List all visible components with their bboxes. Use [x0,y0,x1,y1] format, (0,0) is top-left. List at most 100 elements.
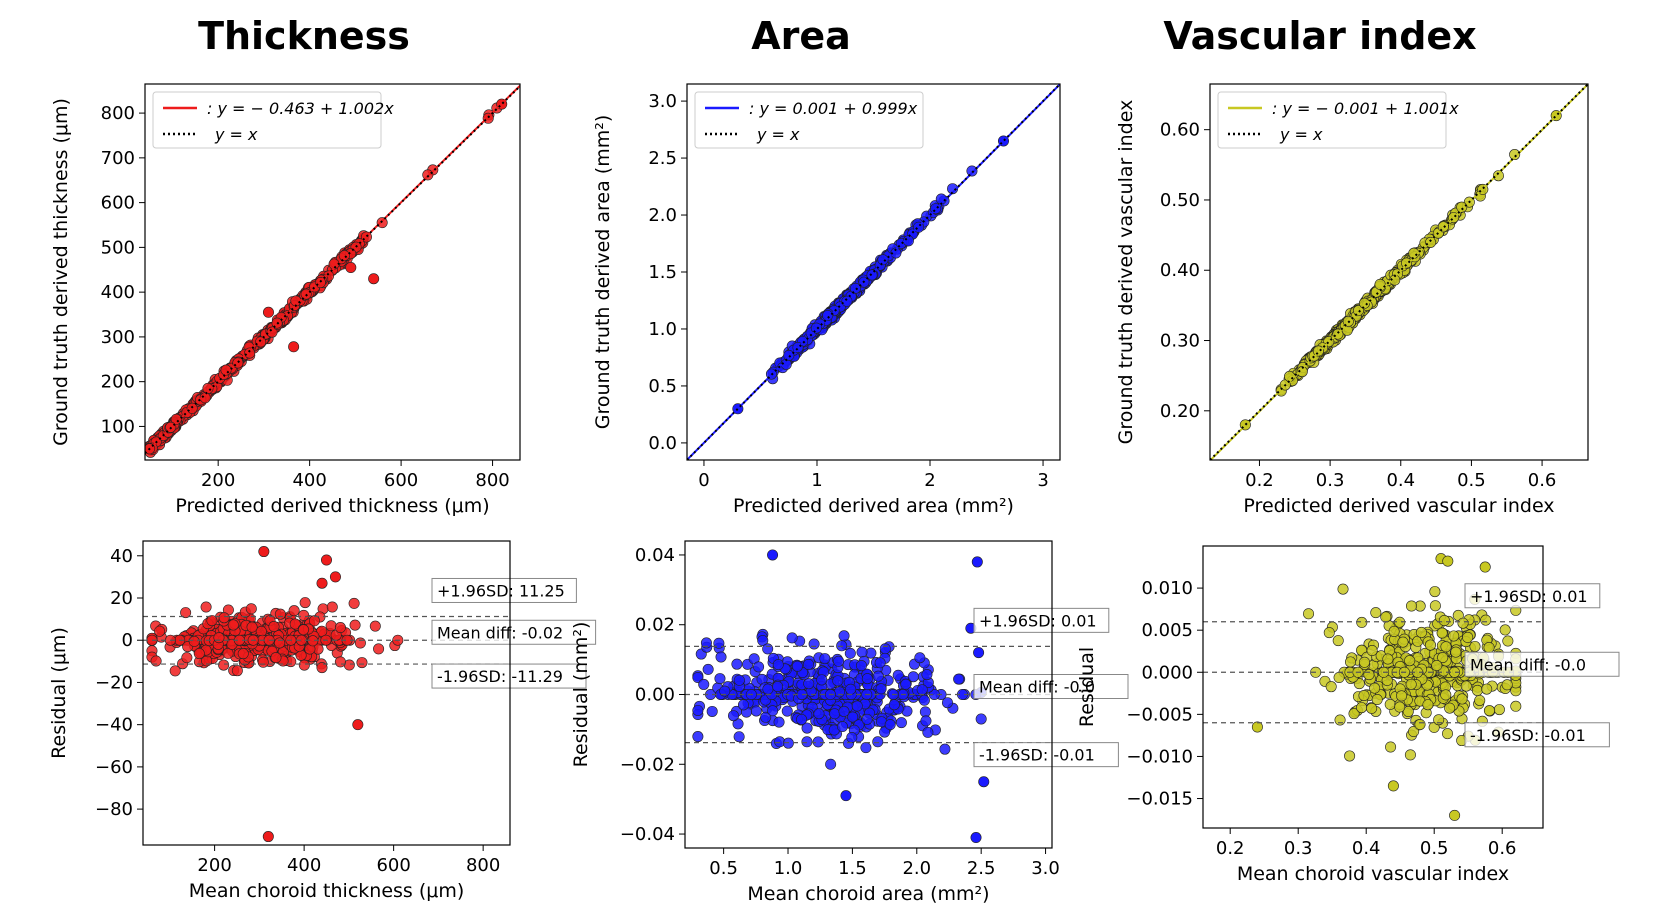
data-point [692,704,704,716]
lower-limit-label: -1.96SD: -0.01 [973,742,1119,768]
x-tick-label: 600 [376,855,410,876]
data-point [1325,681,1337,693]
label-box [1464,583,1601,609]
data-point [373,643,385,655]
data-point [825,758,837,770]
outlier-point [1442,555,1454,567]
data-point [1404,749,1416,761]
data-point [181,652,193,664]
data-point [308,615,320,627]
x-tick-label: 0.4 [1352,838,1381,859]
data-point [879,643,891,655]
data-point [810,322,822,334]
y-tick-label: 0.60 [1160,120,1200,141]
data-point [218,659,230,671]
y-tick-label: −20 [95,672,133,693]
data-point [838,705,850,717]
data-point [813,708,825,720]
y-tick-label: 0.30 [1160,331,1200,352]
outlier-point [971,556,983,568]
data-point [812,736,824,748]
label-box [973,674,1129,699]
data-point [966,165,978,177]
label-text: -1.96SD: -0.01 [1470,726,1586,745]
data-point [1382,653,1394,665]
y-axis-label: Residual [1076,647,1098,727]
data-point [844,647,856,659]
data-point [1444,702,1456,714]
data-point [874,657,886,669]
outlier-point [973,647,985,659]
data-point [1296,366,1308,378]
x-tick-label: 0.2 [1216,838,1245,859]
data-point [316,662,328,674]
data-point [872,736,884,748]
data-point [270,652,282,664]
outlier-point [352,719,364,731]
data-point [316,625,328,637]
x-tick-label: 0.3 [1316,470,1345,491]
x-tick-label: 200 [201,470,235,491]
y-tick-label: 0.50 [1160,190,1200,211]
data-point [914,652,926,664]
data-point [1457,617,1469,629]
legend-identity-label: y = x [214,125,258,144]
y-tick-label: −60 [95,757,133,778]
data-point [180,607,192,619]
data-point [1501,679,1513,691]
data-point [728,710,740,722]
legend-box [152,91,382,149]
data-point [354,637,366,649]
thickness-bland-altman-group: +1.96SD: 11.25 Mean diff: -0.02 -1.96SD: -… [48,540,597,902]
label-text: -1.96SD: -0.01 [979,746,1095,765]
data-point [715,651,727,663]
y-tick-label: 2.5 [648,148,677,169]
data-point [1450,646,1462,658]
data-point [1404,655,1416,667]
data-point [1456,693,1468,705]
y-tick-label: 1.5 [648,262,677,283]
legend: : y = 0.001 + 0.999x y = x [694,91,924,149]
label-text: Mean diff: -0.02 [437,623,563,642]
data-point [1366,644,1378,656]
plot-frame [144,83,521,461]
data-point [733,731,745,743]
area-title: Area [751,14,851,58]
data-point [888,699,900,711]
y-axis-label: Ground truth derived area (mm²) [592,115,614,430]
outlier-point [316,577,328,589]
data-point [227,619,239,631]
data-point [218,612,230,624]
data-point [796,713,808,725]
data-point [206,615,218,627]
legend-box [1217,91,1447,149]
y-tick-label: 0.000 [1141,662,1193,683]
data-point [760,711,772,723]
legend: : y = − 0.001 + 1.001x y = x [1217,91,1459,149]
data-point [1424,639,1436,651]
y-tick-label: 400 [101,282,135,303]
x-tick-label: 600 [384,470,418,491]
data-point [879,726,891,738]
data-point [895,717,907,729]
data-point [356,657,368,669]
data-point [947,183,959,195]
data-point [1438,615,1450,627]
y-tick-label: 20 [110,588,133,609]
data-point [1344,656,1356,668]
data-point [1474,694,1486,706]
thickness-bland-altman-plot-area [143,546,510,843]
label-box [973,607,1110,633]
data-point [1510,700,1522,712]
data-point [1483,705,1495,717]
data-point [1460,680,1472,692]
y-tick-label: 0.010 [1141,578,1193,599]
data-point [1353,305,1365,317]
data-point [822,310,834,322]
data-point [845,683,857,695]
x-tick-label: 800 [475,470,509,491]
outlier-point [262,306,274,318]
plot-frame [142,540,511,846]
y-tick-label: −0.015 [1126,789,1193,810]
x-tick-label: 0.6 [1488,838,1517,859]
